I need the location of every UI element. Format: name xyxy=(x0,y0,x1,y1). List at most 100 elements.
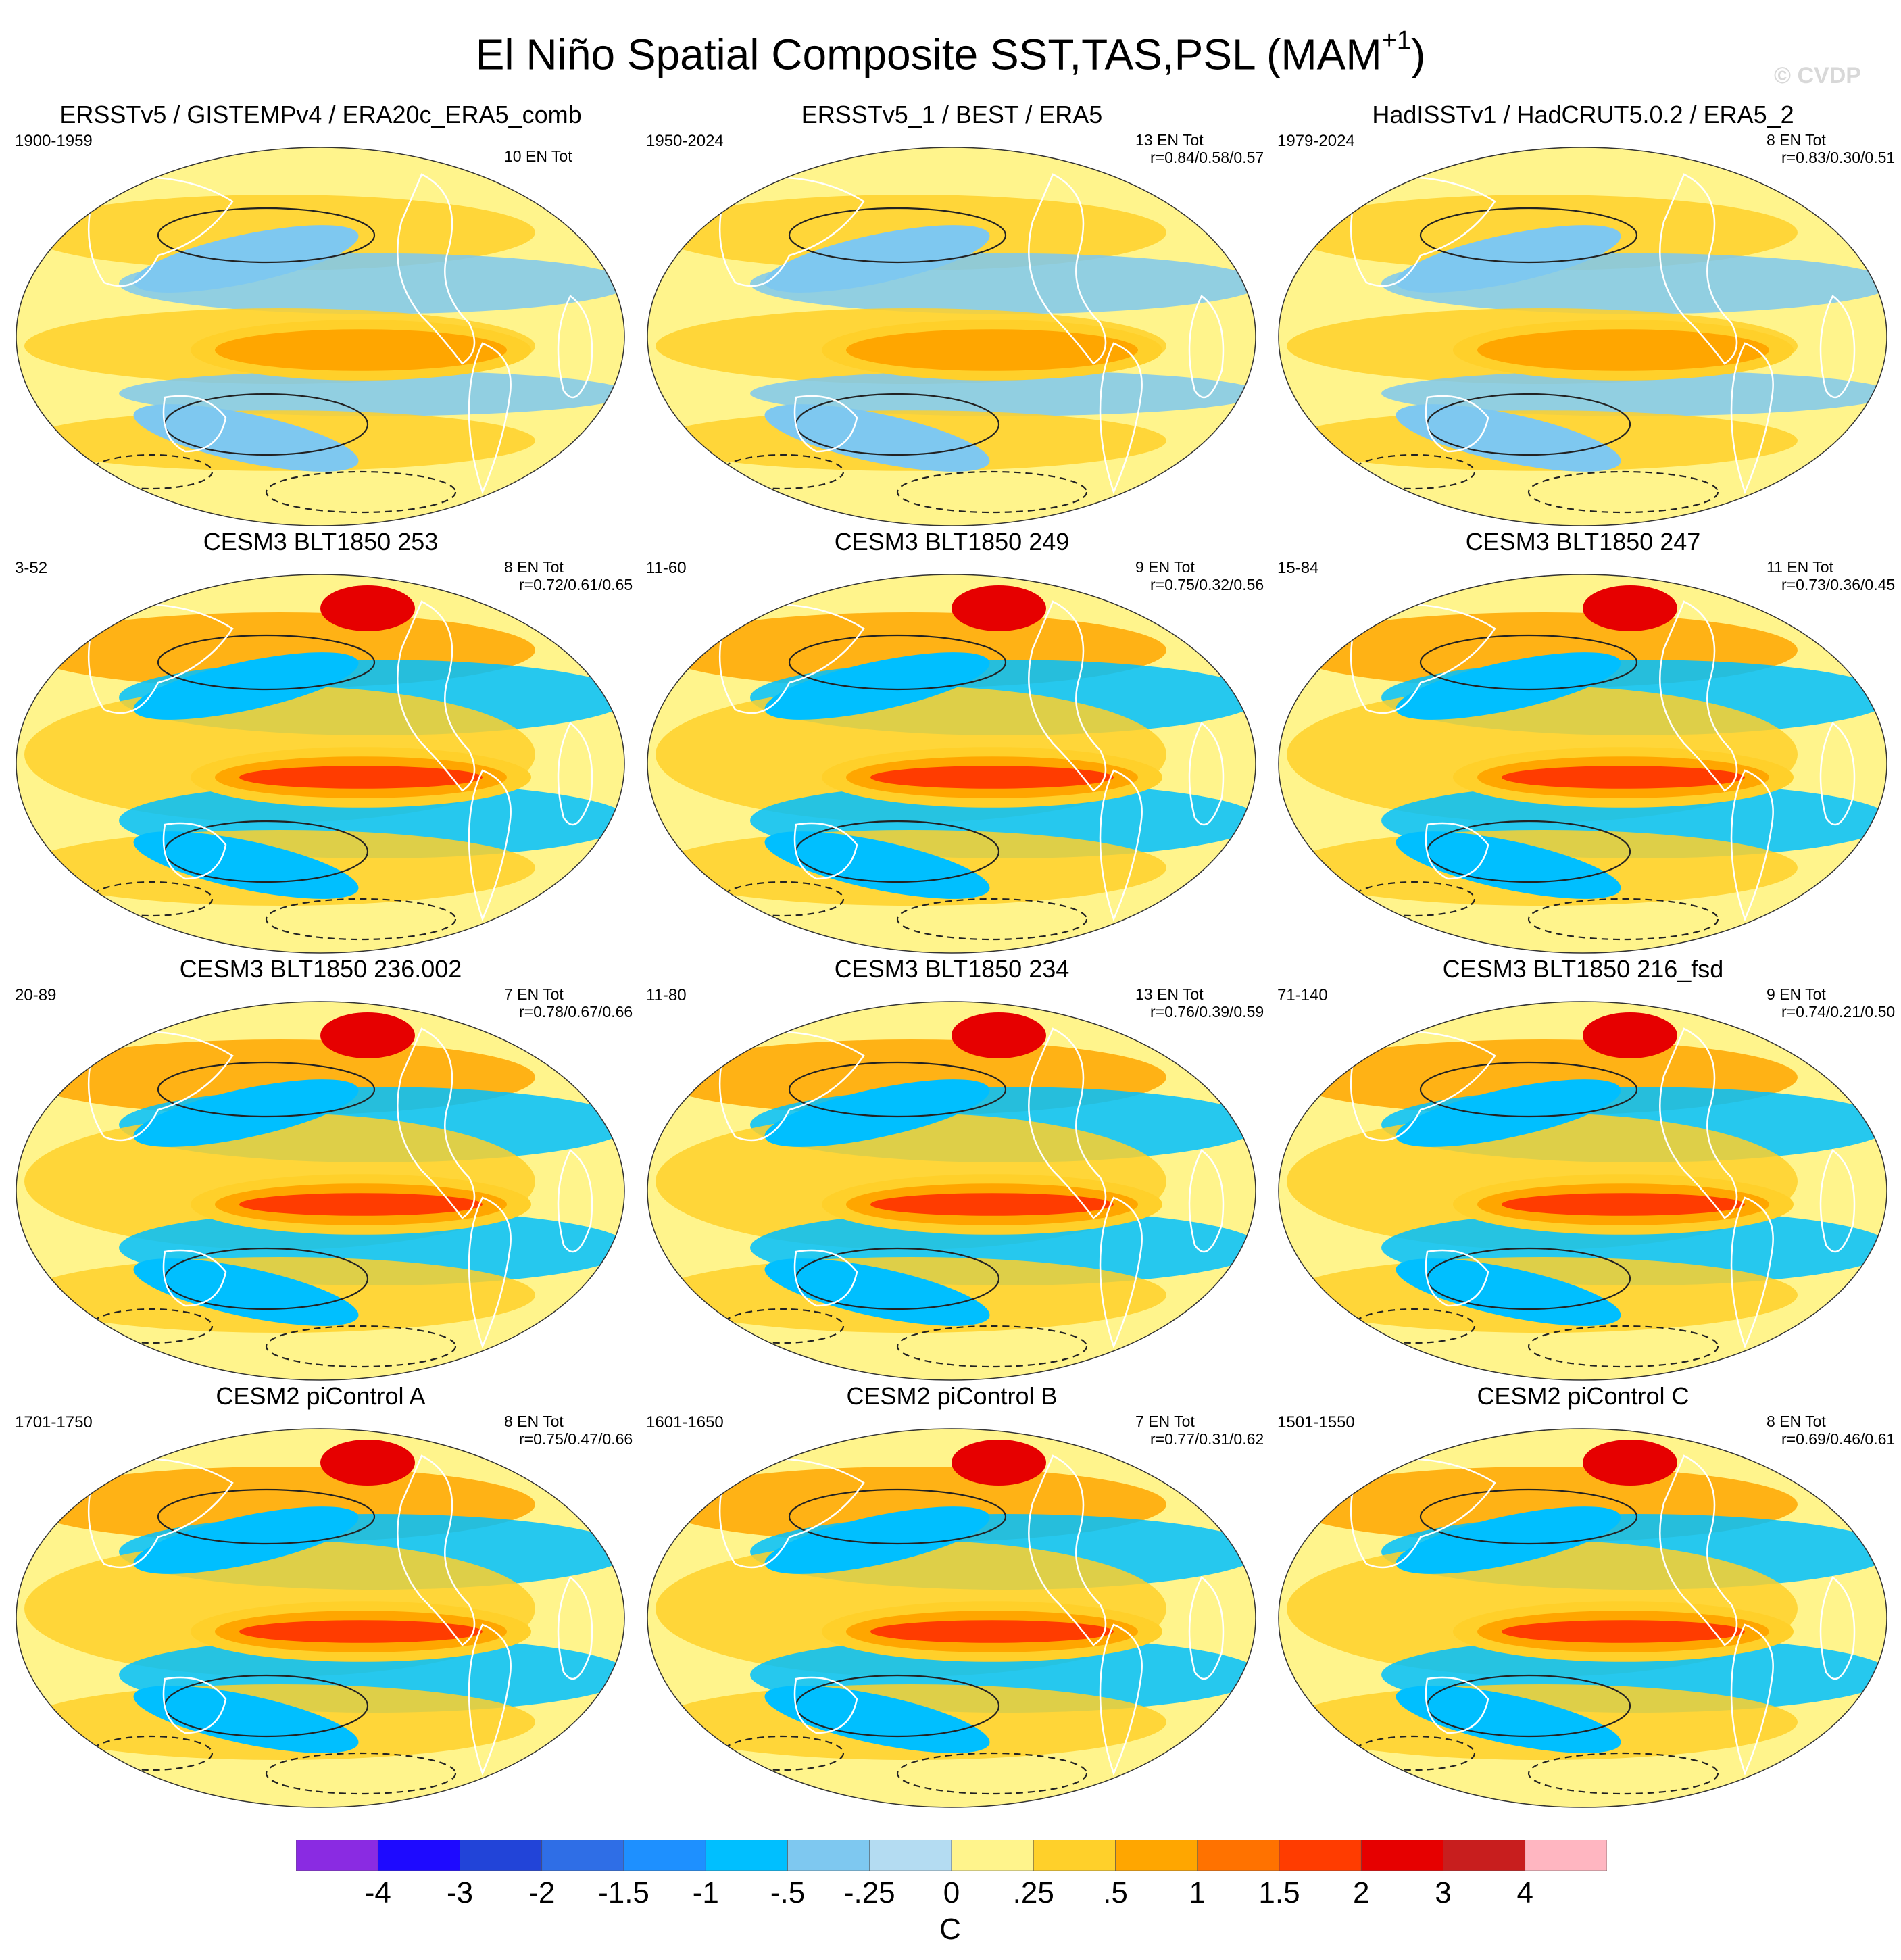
cool-anomaly xyxy=(133,225,359,293)
coastline xyxy=(1730,769,1774,922)
map-border xyxy=(647,1428,1256,1808)
map-plot xyxy=(1278,1428,1887,1808)
map-plot xyxy=(647,1001,1256,1381)
psl-contour xyxy=(788,207,1007,264)
panel-correlations: r=0.78/0.67/0.66 xyxy=(519,1003,633,1021)
coastline xyxy=(1659,1454,1738,1646)
coastline xyxy=(1425,822,1489,880)
watermark: © CVDP xyxy=(1774,63,1861,89)
coastline xyxy=(1350,176,1496,287)
panel-event-count: 13 EN Tot xyxy=(1135,985,1204,1003)
map-panel: CESM3 BLT1850 216_fsd 71-140 9 EN Tot r=0.7… xyxy=(1266,954,1900,1394)
cool-anomaly xyxy=(133,1258,359,1326)
colorbar-tick-label: 2 xyxy=(1353,1876,1370,1909)
map-border xyxy=(647,1001,1256,1381)
enso-warm-tongue xyxy=(276,339,446,362)
panel-period: 1979-2024 xyxy=(1277,132,1355,150)
coastline xyxy=(793,1676,858,1734)
panel-event-count: 8 EN Tot xyxy=(1767,1413,1826,1430)
colorbar-swatch xyxy=(1115,1840,1198,1871)
psl-contour xyxy=(1527,1752,1719,1795)
coastline xyxy=(1659,1027,1738,1219)
cool-anomaly xyxy=(1396,1506,1621,1574)
warm-anomaly xyxy=(952,1440,1046,1486)
cool-anomaly xyxy=(1396,1079,1621,1147)
cool-anomaly xyxy=(133,652,359,720)
panel-period: 11-60 xyxy=(646,559,687,577)
panel-event-count: 8 EN Tot xyxy=(504,558,564,576)
cool-anomaly xyxy=(764,1079,990,1147)
panel-correlations: r=0.77/0.31/0.62 xyxy=(1150,1430,1264,1448)
coastline xyxy=(1028,1027,1107,1219)
map-panel: CESM3 BLT1850 249 11-60 9 EN Tot r=0.75/0.3… xyxy=(635,527,1268,966)
coastline xyxy=(1188,295,1225,399)
colorbar-swatch xyxy=(1279,1840,1362,1871)
coastline xyxy=(718,1031,865,1142)
psl-contour xyxy=(157,1488,376,1545)
colorbar-tick-label: 1 xyxy=(1189,1876,1206,1909)
colorbar-tick-label: 0 xyxy=(943,1876,960,1909)
map-panel: CESM2 piControl A 1701-1750 8 EN Tot r=0.75… xyxy=(4,1381,637,1821)
map-border xyxy=(647,574,1256,954)
map-panel: CESM2 piControl C 1501-1550 8 EN Tot r=0.69… xyxy=(1266,1381,1900,1821)
panel-correlations: r=0.84/0.58/0.57 xyxy=(1150,149,1264,166)
coastline xyxy=(468,342,512,495)
coastline xyxy=(468,1196,512,1349)
map-border xyxy=(1278,574,1887,954)
warm-anomaly xyxy=(952,1012,1046,1058)
map-border xyxy=(16,1001,625,1381)
panel-event-count: 7 EN Tot xyxy=(1135,1413,1195,1430)
psl-contour xyxy=(1527,470,1719,514)
colorbar-swatch xyxy=(787,1840,870,1871)
coastline xyxy=(87,1458,234,1569)
map-panel: CESM3 BLT1850 247 15-84 11 EN Tot r=0.73/0.… xyxy=(1266,527,1900,966)
colorbar-swatch xyxy=(1525,1840,1607,1871)
cool-anomaly xyxy=(1396,404,1621,472)
coastline xyxy=(793,822,858,880)
panel-title: CESM3 BLT1850 247 xyxy=(1465,528,1701,556)
warm-anomaly xyxy=(320,1012,415,1058)
colorbar-swatch xyxy=(541,1840,624,1871)
map-border xyxy=(1278,147,1887,526)
psl-contour xyxy=(1419,1061,1638,1118)
panel-event-count: 13 EN Tot xyxy=(1135,131,1204,149)
panel-period: 1950-2024 xyxy=(646,132,724,150)
cool-anomaly xyxy=(764,652,990,720)
psl-contour xyxy=(157,634,376,691)
panel-title: CESM2 piControl A xyxy=(216,1382,426,1410)
psl-contour xyxy=(1527,1325,1719,1368)
map-panel: CESM2 piControl B 1601-1650 7 EN Tot r=0.77… xyxy=(635,1381,1268,1821)
map-border xyxy=(647,147,1256,526)
colorbar-swatch xyxy=(460,1840,543,1871)
panel-event-count: 11 EN Tot xyxy=(1767,558,1833,576)
map-plot xyxy=(16,574,625,954)
cool-anomaly xyxy=(1396,652,1621,720)
anomaly-band xyxy=(1381,370,1887,416)
panel-title: CESM3 BLT1850 234 xyxy=(834,955,1070,983)
warm-anomaly xyxy=(320,1440,415,1486)
psl-contour xyxy=(1419,207,1638,264)
panel-period: 1701-1750 xyxy=(15,1413,93,1431)
panel-title: CESM2 piControl C xyxy=(1477,1382,1689,1410)
map-border xyxy=(1278,1001,1887,1381)
coastline xyxy=(1730,1623,1774,1776)
panel-event-count: 7 EN Tot xyxy=(504,985,564,1003)
panel-period: 15-84 xyxy=(1277,559,1319,577)
enso-warm-tongue xyxy=(1502,1193,1745,1216)
psl-contour xyxy=(788,634,1007,691)
colorbar-units: C xyxy=(939,1913,961,1946)
enso-warm-tongue xyxy=(870,766,1114,789)
panel-event-count: 8 EN Tot xyxy=(504,1413,564,1430)
panel-period: 1501-1550 xyxy=(1277,1413,1355,1431)
map-panel: ERSSTv5 / GISTEMPv4 / ERA20c_ERA5_comb 19… xyxy=(4,100,637,539)
anomaly-band xyxy=(119,370,624,416)
panel-period: 3-52 xyxy=(15,559,48,577)
colorbar-tick-label: -1 xyxy=(692,1876,719,1909)
panel-title: CESM2 piControl B xyxy=(846,1382,1058,1410)
coastline xyxy=(1188,722,1225,826)
coastline xyxy=(87,1031,234,1142)
map-border xyxy=(16,147,625,526)
panel-correlations: r=0.72/0.61/0.65 xyxy=(519,576,633,593)
coastline xyxy=(793,1249,858,1307)
coastline xyxy=(1099,1196,1143,1349)
